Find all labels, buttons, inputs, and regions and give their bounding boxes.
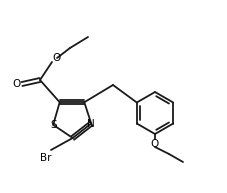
Text: O: O — [13, 79, 21, 89]
Text: O: O — [150, 139, 158, 149]
Text: O: O — [53, 53, 61, 63]
Text: Br: Br — [40, 153, 52, 163]
Text: S: S — [50, 120, 56, 130]
Text: N: N — [87, 119, 95, 129]
